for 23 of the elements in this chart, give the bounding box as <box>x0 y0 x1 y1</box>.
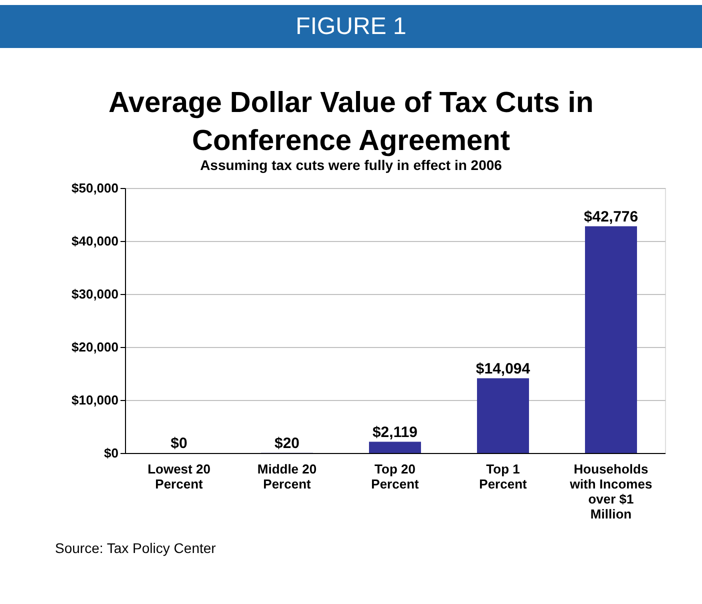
data-label: $20 <box>274 434 300 452</box>
x-tick-label: Top 1 Percent <box>479 462 528 492</box>
x-tick-label: Top 20 Percent <box>371 462 420 492</box>
caption: FIGURE 1 <box>296 13 406 40</box>
y-tick-label: $10,000 <box>72 392 118 408</box>
y-tick-label: $20,000 <box>72 340 118 354</box>
data-label: $14,094 <box>476 360 531 378</box>
data-label: $0 <box>170 435 188 452</box>
chart-title: Average Dollar Value of Tax Cuts in Conference Agreement <box>108 87 594 157</box>
x-tick-label: Middle 20 Percent <box>257 462 317 492</box>
x-tick-label: Lowest 20 Percent <box>148 462 210 492</box>
data-label: $42,776 <box>584 208 638 226</box>
source-note: Source: Tax Policy Center <box>55 540 216 556</box>
bar <box>477 378 529 453</box>
y-tick-label: $30,000 <box>72 286 118 302</box>
y-tick-label: $50,000 <box>72 180 118 196</box>
bar <box>369 442 421 453</box>
y-tick-label: $0 <box>104 446 118 460</box>
y-tick-label: $40,000 <box>72 234 118 248</box>
data-label: $2,119 <box>372 424 418 441</box>
chart-subtitle: Assuming tax cuts were fully in effect in 2006 <box>200 157 502 173</box>
x-tick-label: Households with Incomes over $1 Million <box>568 462 652 522</box>
bar <box>585 226 637 453</box>
